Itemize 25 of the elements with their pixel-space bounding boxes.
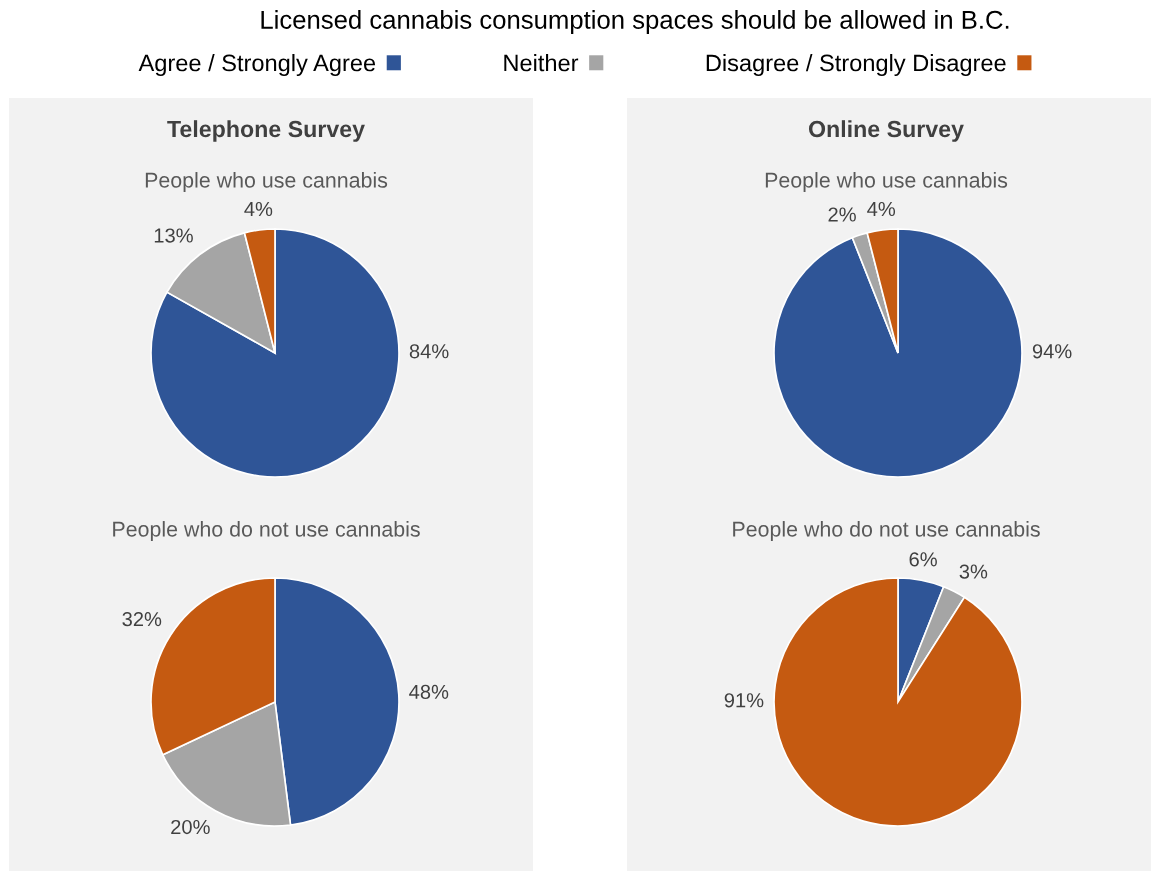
legend-label: Disagree / Strongly Disagree [706, 54, 1006, 76]
legend-label: Neither [504, 54, 579, 72]
pie-slice [150, 228, 400, 478]
text: People who use cannabis [145, 172, 388, 192]
data-label: 32% [122, 612, 162, 627]
data-label: 4% [244, 201, 273, 217]
pie-slice [773, 228, 1023, 478]
data-label: 3% [959, 564, 988, 579]
data-label: 13% [154, 228, 193, 243]
text: Telephone Survey [167, 120, 365, 142]
data-label: 48% [409, 684, 449, 699]
chart-subtitle: People who use cannabis [765, 172, 1008, 192]
chart-subtitle: People who do not use cannabis [733, 521, 1040, 541]
chart-title: Online Survey [808, 120, 964, 142]
data-label: 84% [409, 344, 449, 359]
text: Licensed cannabis consumption spaces should be allowed in B.C. [261, 10, 1009, 34]
data-label: 91% [724, 693, 764, 708]
data-label: 6% [909, 552, 937, 567]
data-label: 94% [1032, 344, 1072, 359]
data-label: 2% [828, 207, 856, 222]
pie-slice [773, 577, 1023, 827]
data-label: 20% [171, 819, 210, 835]
data-label: 4% [867, 201, 896, 217]
legend-label: Agree / Strongly Agree [138, 54, 376, 76]
chart-subtitle: People who do not use cannabis [113, 521, 420, 541]
